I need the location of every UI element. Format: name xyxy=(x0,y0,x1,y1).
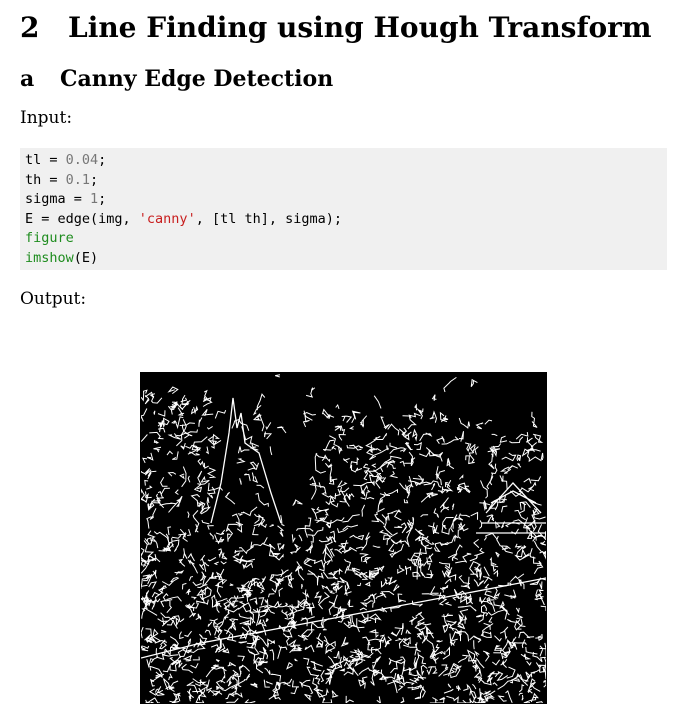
code-number: 0.04 xyxy=(65,152,99,168)
code-text: ; xyxy=(98,152,107,168)
canny-edge-map-image xyxy=(141,374,546,703)
code-text: tl = xyxy=(25,152,66,168)
code-string: 'canny' xyxy=(138,210,196,227)
edge-texture xyxy=(141,374,546,703)
code-keyword: imshow xyxy=(25,249,74,266)
code-line-3: sigma = 1; xyxy=(25,190,662,210)
code-text: , [tl th], sigma); xyxy=(195,210,343,227)
section-number: 2 xyxy=(20,11,40,44)
code-line-1: tl = 0.04; xyxy=(25,151,662,171)
input-label: Input: xyxy=(20,108,73,128)
code-line-5: figure xyxy=(25,229,662,249)
code-number: 1 xyxy=(90,191,99,207)
code-text: E = edge(img, xyxy=(25,210,139,227)
code-text: (E) xyxy=(73,249,99,266)
code-line-2: th = 0.1; xyxy=(25,171,662,191)
code-keyword: figure xyxy=(25,230,74,246)
subsection-title-text: Canny Edge Detection xyxy=(60,66,334,92)
code-text: sigma = xyxy=(25,191,91,207)
edge-outline-1 xyxy=(141,577,546,659)
code-line-6: imshow(E) xyxy=(25,249,662,269)
edge-outline-3 xyxy=(490,490,537,504)
code-number: 0.1 xyxy=(65,171,91,188)
code-text: th = xyxy=(25,171,66,188)
edge-outline-0 xyxy=(210,397,282,524)
section-heading: 2 Line Finding using Hough Transform xyxy=(20,10,652,46)
code-line-4: E = edge(img, 'canny', [tl th], sigma); xyxy=(25,210,662,230)
edge-map-figure xyxy=(140,372,547,704)
section-title-text: Line Finding using Hough Transform xyxy=(68,11,652,44)
subsection-heading: a Canny Edge Detection xyxy=(20,64,333,94)
subsection-letter: a xyxy=(20,66,35,92)
edge-outline-2 xyxy=(485,482,542,514)
code-text: ; xyxy=(90,171,99,188)
code-block: tl = 0.04; th = 0.1; sigma = 1; E = edge(im… xyxy=(20,148,667,270)
output-label: Output: xyxy=(20,289,87,309)
code-text: ; xyxy=(98,191,107,207)
